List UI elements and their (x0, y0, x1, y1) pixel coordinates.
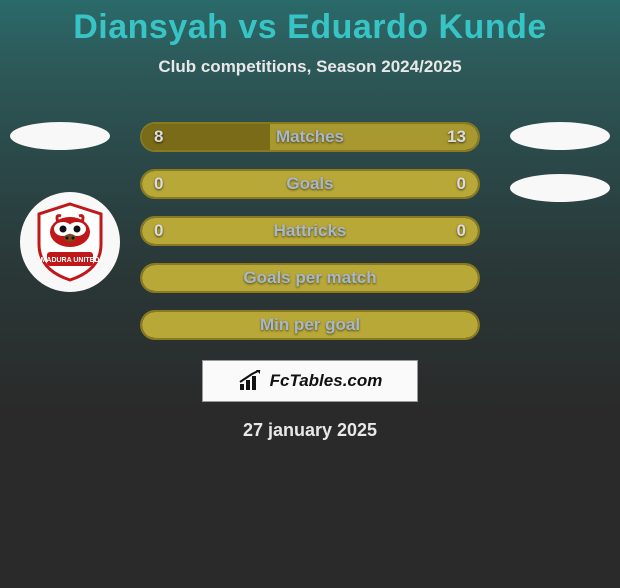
stat-row-min-per-goal: Min per goal (140, 310, 480, 340)
page-title: Diansyah vs Eduardo Kunde (0, 8, 620, 47)
stat-label: Goals (142, 174, 478, 194)
svg-text:MADURA UNITED: MADURA UNITED (41, 257, 100, 264)
stat-value-right: 13 (447, 127, 466, 147)
stat-row-matches: 8 Matches 13 (140, 122, 480, 152)
stat-rows: 8 Matches 13 0 Goals 0 0 Hattricks 0 Goa… (140, 122, 480, 340)
player1-badge-ellipse (10, 122, 110, 150)
stat-label: Min per goal (142, 315, 478, 335)
stat-row-goals: 0 Goals 0 (140, 169, 480, 199)
stat-label: Matches (142, 127, 478, 147)
branding-box: FcTables.com (202, 360, 418, 402)
branding-text: FcTables.com (270, 371, 383, 391)
stat-label: Goals per match (142, 268, 478, 288)
comparison-content: MADURA UNITED 8 Matches 13 0 Goals 0 0 H… (0, 122, 620, 441)
fctables-logo-icon (238, 370, 264, 392)
vs-text: vs (238, 8, 277, 46)
subtitle: Club competitions, Season 2024/2025 (0, 57, 620, 77)
team2-badge-ellipse (510, 174, 610, 202)
player2-badge-ellipse (510, 122, 610, 150)
player1-name: Diansyah (73, 8, 228, 46)
stat-label: Hattricks (142, 221, 478, 241)
date-text: 27 january 2025 (0, 420, 620, 441)
stat-value-right: 0 (457, 221, 466, 241)
stat-row-hattricks: 0 Hattricks 0 (140, 216, 480, 246)
player2-name: Eduardo Kunde (287, 8, 547, 46)
team1-badge: MADURA UNITED (20, 192, 120, 292)
stat-row-goals-per-match: Goals per match (140, 263, 480, 293)
stat-value-right: 0 (457, 174, 466, 194)
team1-crest-icon: MADURA UNITED (35, 202, 105, 282)
